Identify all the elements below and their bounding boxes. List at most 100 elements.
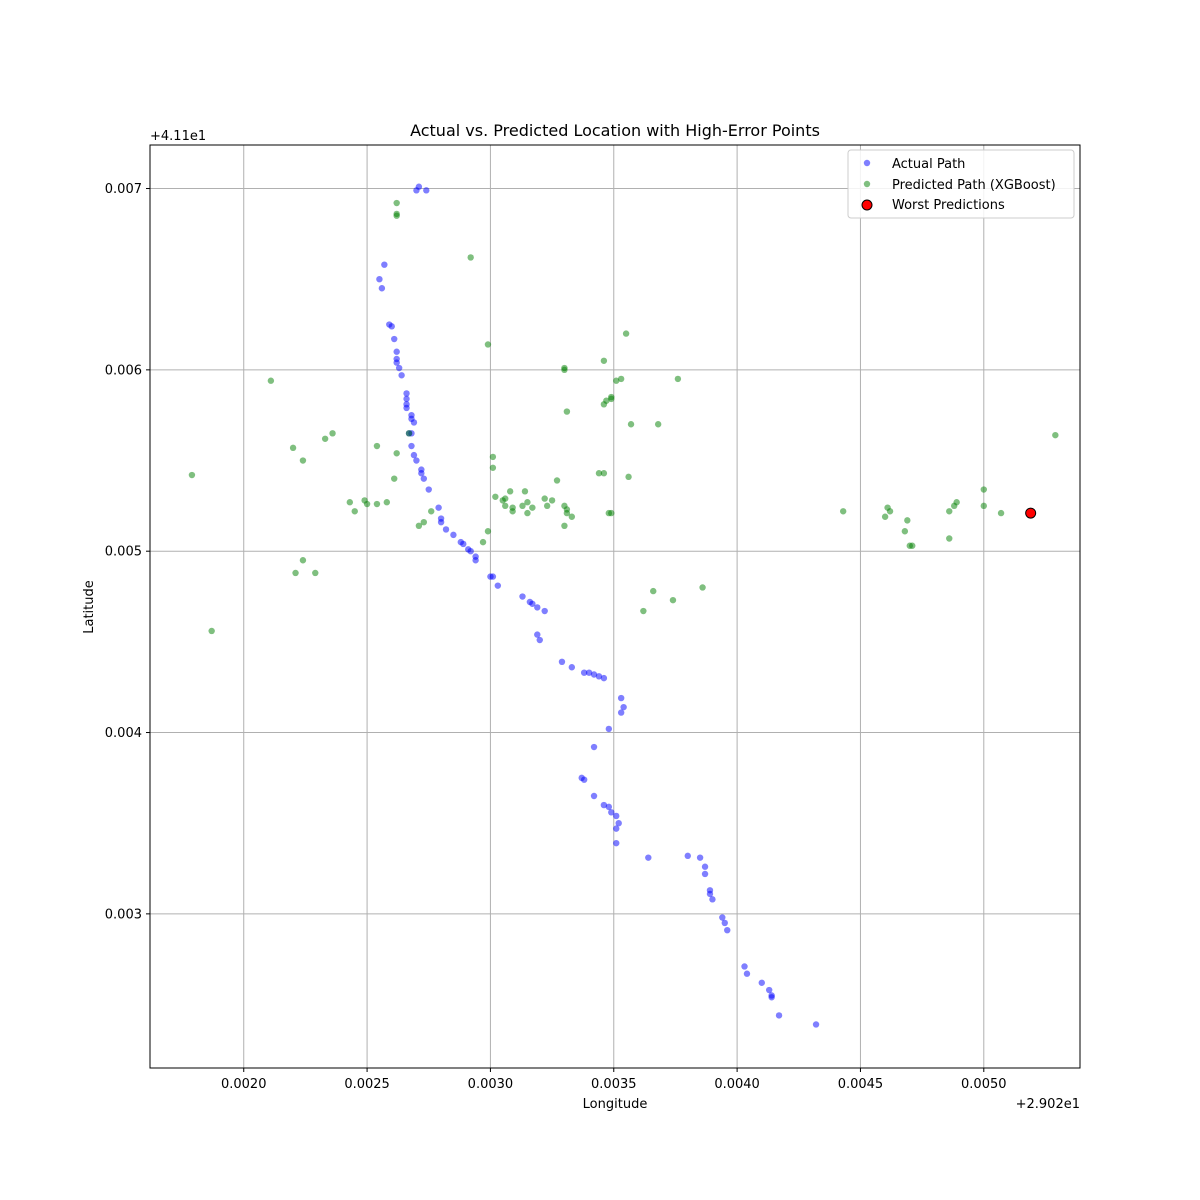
predicted-path-point — [420, 518, 428, 526]
actual-path-point — [701, 863, 709, 870]
actual-path-point — [721, 919, 728, 927]
predicted-path-point — [489, 453, 497, 461]
actual-path-point — [403, 404, 410, 412]
predicted-path-point — [312, 569, 319, 577]
actual-path-point — [376, 275, 383, 283]
predicted-path-point — [524, 499, 531, 506]
predicted-path-point — [654, 421, 662, 428]
actual-path-point — [378, 285, 386, 292]
x-axis-ticks: 0.0020 0.0025 0.0030 0.0035 0.0040 0.0045 0.00… — [221, 1068, 1007, 1092]
predicted-path-point — [492, 493, 499, 500]
actual-path-point — [534, 631, 541, 638]
actual-path-point — [701, 870, 709, 878]
predicted-path-point — [627, 421, 635, 428]
predicted-path-point — [502, 495, 509, 502]
y-axis-ticks: 0.003 0.004 0.005 0.006 0.007 — [105, 182, 150, 922]
actual-path-point — [590, 792, 598, 800]
predicted-path-point — [674, 375, 682, 383]
legend-box — [847, 149, 1075, 219]
predicted-path-point — [299, 557, 307, 564]
predicted-path-point — [415, 522, 423, 530]
predicted-path-point — [617, 375, 625, 383]
actual-path-point — [408, 442, 415, 450]
predicted-path-point — [506, 488, 514, 495]
data-series — [188, 183, 1059, 1028]
predicted-path-point — [292, 569, 299, 577]
actual-path-point — [590, 671, 598, 678]
actual-path-point — [706, 890, 714, 898]
y-tick-label: 0.005 — [105, 545, 142, 560]
x-tick-label: 0.0045 — [838, 1077, 884, 1092]
actual-path-point — [388, 323, 395, 330]
predicted-path-point — [373, 442, 381, 450]
legend-marker-worst — [861, 199, 873, 211]
grid-lines — [150, 145, 1080, 1068]
predicted-path-point — [391, 475, 398, 482]
predicted-path-point — [909, 542, 916, 549]
actual-path-point — [613, 825, 620, 832]
predicted-path-point — [484, 528, 492, 535]
actual-path-point — [709, 896, 716, 903]
actual-path-point — [600, 674, 608, 682]
predicted-path-point — [346, 499, 354, 506]
actual-path-point — [425, 486, 432, 493]
predicted-path-point — [640, 607, 647, 615]
actual-path-point — [450, 531, 457, 539]
actual-path-point — [418, 470, 425, 477]
predicted-path-point — [524, 509, 531, 517]
x-tick-label: 0.0020 — [221, 1077, 267, 1092]
y-tick-label: 0.006 — [105, 363, 142, 378]
predicted-path-point — [548, 497, 556, 504]
actual-path-point — [536, 636, 543, 644]
predicted-path-point — [393, 450, 400, 457]
predicted-path-point — [608, 395, 615, 403]
actual-path-point — [696, 854, 704, 861]
actual-path-point — [724, 926, 731, 934]
predicted-path-point — [363, 500, 371, 508]
actual-path-point — [812, 1021, 820, 1028]
actual-path-point — [775, 1012, 783, 1019]
predicted-path-point — [467, 254, 474, 261]
actual-path-point — [615, 819, 622, 827]
actual-path-point — [423, 187, 430, 194]
predicted-path-point — [484, 341, 492, 348]
predicted-path-point — [553, 477, 561, 484]
actual-path-point — [580, 669, 588, 676]
predicted-path-point — [479, 538, 487, 546]
worst-prediction-point-group — [1025, 507, 1037, 519]
x-axis-label: Longitude — [583, 1097, 648, 1112]
predicted-path-point — [393, 199, 400, 207]
actual-path-point — [608, 809, 615, 816]
predicted-path-point — [946, 508, 953, 515]
actual-path-point — [420, 475, 428, 482]
predicted-path-point — [393, 212, 400, 219]
actual-path-point — [605, 803, 613, 811]
actual-path-point — [398, 372, 405, 379]
actual-path-point — [413, 457, 420, 464]
actual-path-point — [758, 979, 765, 986]
worst-prediction-point — [1025, 507, 1037, 519]
predicted-path-point — [605, 509, 613, 517]
legend: Actual Path Predicted Path (XGBoost) Wor… — [847, 149, 1075, 219]
actual-path-point — [765, 986, 773, 994]
predicted-path-point — [600, 470, 608, 477]
x-tick-label: 0.0035 — [591, 1077, 637, 1092]
predicted-path-point — [669, 596, 677, 604]
legend-label-predicted: Predicted Path (XGBoost) — [892, 178, 1056, 193]
predicted-path-point — [321, 435, 329, 442]
actual-path-point — [410, 419, 418, 426]
actual-path-point — [534, 604, 541, 611]
actual-path-point — [403, 390, 410, 397]
predicted-path-point — [267, 377, 275, 384]
chart-title: Actual vs. Predicted Location with High-… — [410, 121, 820, 140]
actual-path-point — [684, 852, 691, 860]
legend-marker-predicted — [863, 180, 871, 188]
predicted-path-point — [289, 444, 297, 452]
predicted-path-point — [563, 408, 571, 415]
actual-path-point — [768, 994, 775, 1001]
actual-path-point — [620, 703, 627, 711]
predicted-path-point — [509, 508, 516, 515]
predicted-path-point — [373, 500, 381, 508]
actual-path-point — [595, 673, 603, 680]
